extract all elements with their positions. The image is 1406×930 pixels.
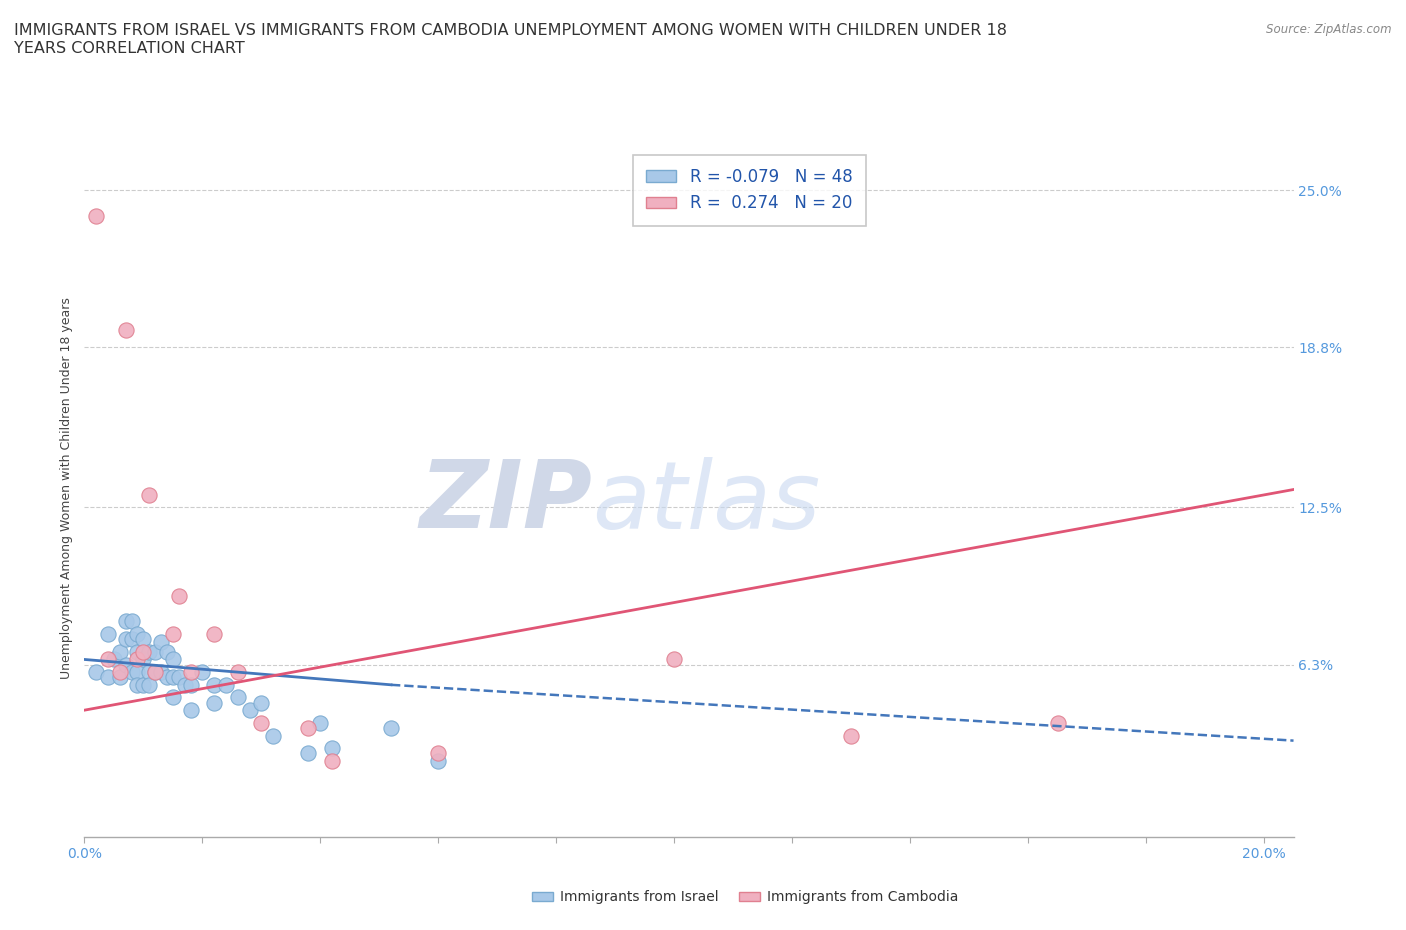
Point xyxy=(114,658,136,672)
Point xyxy=(202,695,225,710)
Point xyxy=(127,627,149,642)
Point xyxy=(180,665,202,680)
Text: Source: ZipAtlas.com: Source: ZipAtlas.com xyxy=(1267,23,1392,36)
Point xyxy=(167,589,190,604)
Point xyxy=(167,670,190,684)
Text: ZIP: ZIP xyxy=(419,457,592,548)
Point xyxy=(138,644,160,659)
Point xyxy=(162,627,184,642)
Point xyxy=(143,665,166,680)
Point xyxy=(138,677,160,692)
Point xyxy=(202,627,225,642)
Point xyxy=(262,728,284,743)
Point xyxy=(127,644,149,659)
Point xyxy=(180,677,202,692)
Point xyxy=(226,690,249,705)
Point xyxy=(156,670,179,684)
Text: IMMIGRANTS FROM ISRAEL VS IMMIGRANTS FROM CAMBODIA UNEMPLOYMENT AMONG WOMEN WITH: IMMIGRANTS FROM ISRAEL VS IMMIGRANTS FRO… xyxy=(14,23,1007,56)
Point xyxy=(114,323,136,338)
Point xyxy=(226,665,249,680)
Point xyxy=(839,728,862,743)
Point xyxy=(215,677,238,692)
Point xyxy=(108,644,131,659)
Point xyxy=(321,753,343,768)
Point xyxy=(132,677,155,692)
Point xyxy=(309,715,332,730)
Point xyxy=(108,670,131,684)
Text: atlas: atlas xyxy=(592,457,821,548)
Point xyxy=(132,652,155,667)
Point xyxy=(127,652,149,667)
Point xyxy=(1046,715,1069,730)
Point xyxy=(297,721,319,736)
Point xyxy=(132,631,155,646)
Point xyxy=(127,665,149,680)
Point xyxy=(664,652,686,667)
Point xyxy=(143,665,166,680)
Point xyxy=(173,677,195,692)
Point xyxy=(138,665,160,680)
Point xyxy=(191,665,214,680)
Point xyxy=(132,644,155,659)
Point xyxy=(162,690,184,705)
Point xyxy=(121,614,143,629)
Point xyxy=(143,644,166,659)
Point xyxy=(150,634,173,649)
Point xyxy=(121,631,143,646)
Point xyxy=(97,652,120,667)
Point xyxy=(84,665,107,680)
Y-axis label: Unemployment Among Women with Children Under 18 years: Unemployment Among Women with Children U… xyxy=(60,298,73,679)
Point xyxy=(238,703,260,718)
Point xyxy=(297,746,319,761)
Point xyxy=(180,703,202,718)
Point xyxy=(150,665,173,680)
Point xyxy=(380,721,402,736)
Point xyxy=(108,665,131,680)
Point xyxy=(202,677,225,692)
Point xyxy=(250,695,273,710)
Point xyxy=(114,631,136,646)
Point xyxy=(162,652,184,667)
Point xyxy=(250,715,273,730)
Point xyxy=(84,208,107,223)
Point xyxy=(97,627,120,642)
Point xyxy=(427,753,450,768)
Point xyxy=(138,487,160,502)
Point xyxy=(114,614,136,629)
Point xyxy=(156,644,179,659)
Legend: R = -0.079   N = 48, R =  0.274   N = 20: R = -0.079 N = 48, R = 0.274 N = 20 xyxy=(633,154,866,226)
Point xyxy=(321,741,343,756)
Point xyxy=(121,665,143,680)
Point xyxy=(427,746,450,761)
Point xyxy=(97,670,120,684)
Legend: Immigrants from Israel, Immigrants from Cambodia: Immigrants from Israel, Immigrants from … xyxy=(526,884,965,910)
Point xyxy=(127,677,149,692)
Point xyxy=(162,670,184,684)
Point xyxy=(103,652,125,667)
